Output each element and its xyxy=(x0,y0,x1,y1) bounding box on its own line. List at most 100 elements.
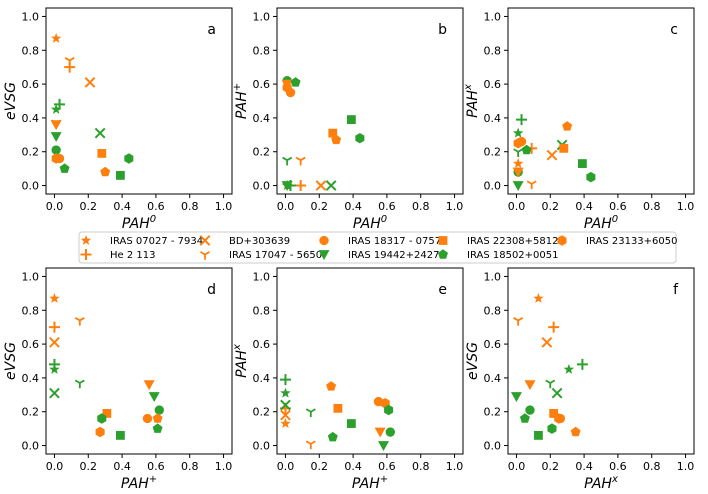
x-tick-label: 0.4 xyxy=(344,460,362,473)
legend-label: BD+303639 xyxy=(229,236,290,247)
point-star-orange xyxy=(50,32,62,43)
y-tick-label: 0.6 xyxy=(484,338,502,351)
x-tick-label: 0.4 xyxy=(113,200,131,213)
y-tick-label: 0.8 xyxy=(484,44,502,57)
point-plus-green xyxy=(54,98,66,110)
point-star-green xyxy=(512,127,524,138)
point-tri_down-orange xyxy=(305,440,316,450)
legend-pentagon-icon xyxy=(438,249,448,259)
x-tick-label: 0.0 xyxy=(508,200,526,213)
plot-frame xyxy=(276,7,464,195)
legend-label: IRAS 18317 - 0757 xyxy=(348,236,441,247)
y-tick-label: 0.0 xyxy=(484,440,502,453)
y-tick-label: 0.2 xyxy=(22,406,40,419)
x-tick-label: 0.0 xyxy=(277,200,295,213)
data-points xyxy=(510,292,588,440)
y-axis-label: PAHx xyxy=(232,344,250,378)
x-axis-label: PAH0 xyxy=(584,214,618,232)
x-tick-label: 1.0 xyxy=(215,460,233,473)
point-circle-green xyxy=(154,405,164,415)
y-tick-label: 0.8 xyxy=(484,304,502,317)
legend-tri_down-icon xyxy=(200,251,210,260)
y-tick-label: 0.4 xyxy=(22,112,40,125)
point-tri_down-green xyxy=(305,408,316,417)
point-hexagon-green xyxy=(586,171,596,183)
plot-frame xyxy=(507,267,695,455)
y-axis-label: eVSG xyxy=(465,342,481,380)
x-tick-label: 0.8 xyxy=(181,460,199,473)
y-tick-label: 0.2 xyxy=(253,146,271,159)
point-triangle_down-green xyxy=(281,181,293,192)
y-tick-label: 0.6 xyxy=(22,78,40,91)
y-axis-label: eVSG xyxy=(3,342,19,380)
point-square-orange xyxy=(97,149,107,158)
legend-plus-icon xyxy=(80,249,92,260)
legend-item: IRAS 19442+2427 xyxy=(318,250,440,261)
legend-label: IRAS 22308+5812 xyxy=(467,236,559,247)
panel-letter: d xyxy=(207,282,216,298)
point-pentagon-green xyxy=(521,144,532,155)
y-tick-label: 0.4 xyxy=(253,112,271,125)
point-x-green xyxy=(551,387,563,399)
point-plus-green xyxy=(279,374,291,386)
legend-item: IRAS 18317 - 0757 xyxy=(319,235,441,247)
y-axis-label: PAH+ xyxy=(232,83,250,119)
legend-label: He 2 113 xyxy=(110,250,155,261)
data-points xyxy=(50,32,134,180)
point-pentagon-orange xyxy=(100,166,111,177)
legend-circle-icon xyxy=(319,235,329,246)
point-x-orange xyxy=(280,409,291,421)
point-triangle_down-orange xyxy=(512,167,524,178)
x-tick-label: 0.0 xyxy=(508,460,526,473)
y-axis-label: eVSG xyxy=(3,82,19,120)
data-points xyxy=(279,374,395,452)
panel-b: 0.0 0.2 0.4 0.6 0.8 1.0 0.0 0.2 0.4 0.6 0.8 1.0 PAH0… xyxy=(232,7,464,232)
x-tick-label: 0.8 xyxy=(412,200,430,213)
x-tick-label: 0.2 xyxy=(542,460,560,473)
y-tick-label: 0.8 xyxy=(22,304,40,317)
point-hexagon-green xyxy=(547,423,557,434)
point-plus-green xyxy=(48,358,60,370)
y-tick-label: 0.6 xyxy=(253,338,271,351)
x-tick-label: 0.0 xyxy=(46,200,64,213)
legend-label: IRAS 17047 - 5650 xyxy=(229,250,322,261)
point-hexagon-orange xyxy=(282,82,292,93)
legend-triangle_down-icon xyxy=(318,250,330,260)
y-tick-label: 0.6 xyxy=(484,78,502,91)
panel-f: 0.0 0.2 0.4 0.6 0.8 1.0 0.0 0.2 0.4 0.6 0.8 1.0 PAHx… xyxy=(465,267,695,492)
point-plus-orange xyxy=(48,321,60,333)
plot-frame xyxy=(45,7,233,195)
y-tick-label: 0.4 xyxy=(253,372,271,385)
x-tick-label: 0.6 xyxy=(147,200,165,213)
point-x-orange xyxy=(541,337,553,348)
point-square-orange xyxy=(328,128,338,138)
point-square-green xyxy=(578,159,587,168)
point-square-orange xyxy=(102,409,112,418)
y-tick-label: 0.4 xyxy=(22,372,40,385)
x-tick-label: 0.8 xyxy=(643,460,661,473)
panel-letter: f xyxy=(673,282,679,298)
point-triangle_down-orange xyxy=(143,380,155,391)
y-tick-label: 0.2 xyxy=(253,406,271,419)
x-tick-label: 0.0 xyxy=(277,460,295,473)
point-triangle_down-green xyxy=(378,441,390,452)
point-tri_down-green xyxy=(545,379,556,389)
y-tick-label: 1.0 xyxy=(253,270,271,283)
point-hexagon-orange xyxy=(513,138,523,149)
x-tick-label: 0.4 xyxy=(113,460,131,473)
point-plus-green xyxy=(516,114,528,126)
point-star-green xyxy=(280,387,291,398)
point-star-green xyxy=(50,103,62,114)
legend-label: IRAS 23133+6050 xyxy=(586,236,678,247)
point-plus-orange xyxy=(548,321,560,333)
point-circle-green xyxy=(385,427,395,437)
y-tick-label: 0.2 xyxy=(22,146,40,159)
point-tri_down-green xyxy=(282,156,293,166)
point-triangle_down-green xyxy=(50,132,62,143)
x-axis-label: PAH+ xyxy=(352,474,388,492)
x-tick-label: 0.8 xyxy=(412,460,430,473)
point-pentagon-green xyxy=(290,77,301,87)
point-pentagon-green xyxy=(327,431,338,442)
point-pentagon-green xyxy=(519,413,530,423)
point-star-green xyxy=(563,363,575,374)
